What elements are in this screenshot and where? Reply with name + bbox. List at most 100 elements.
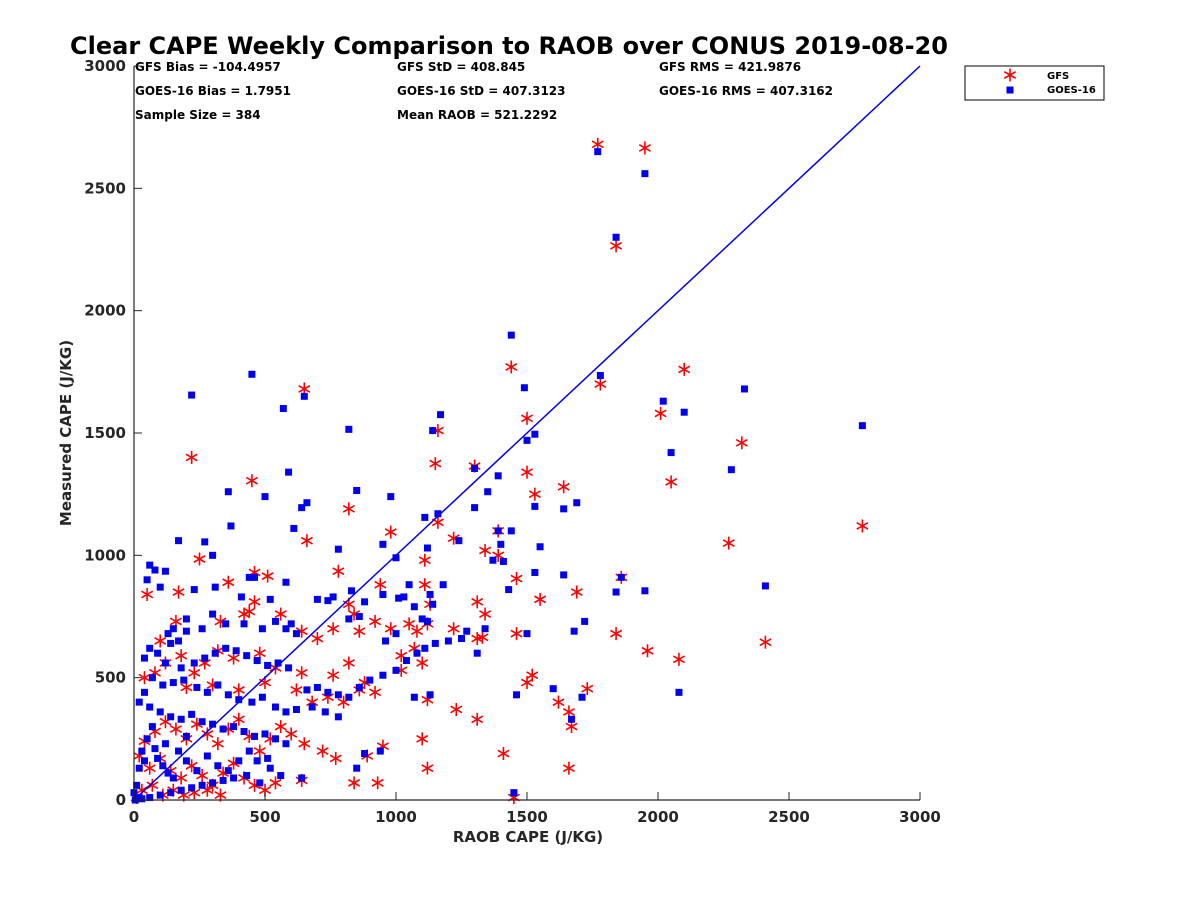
goes16-point bbox=[667, 449, 675, 457]
goes16-point bbox=[235, 696, 243, 704]
goes16-point bbox=[274, 659, 282, 667]
gfs-point bbox=[141, 587, 154, 601]
gfs-point bbox=[369, 614, 382, 628]
x-tick-label: 500 bbox=[249, 808, 280, 826]
gfs-point bbox=[211, 737, 224, 751]
goes16-point bbox=[148, 674, 156, 682]
goes16-point bbox=[209, 779, 217, 787]
goes16-point bbox=[161, 659, 169, 667]
goes16-point bbox=[279, 405, 287, 413]
goes16-point bbox=[287, 620, 295, 628]
goes16-point bbox=[182, 732, 190, 740]
data-points bbox=[130, 137, 869, 805]
goes16-point bbox=[298, 504, 306, 512]
goes16-point bbox=[245, 747, 253, 755]
goes16-point bbox=[138, 747, 146, 755]
legend-goes16-marker bbox=[1006, 86, 1014, 94]
goes16-point bbox=[266, 764, 274, 772]
gfs-point bbox=[311, 632, 324, 646]
goes16-point bbox=[243, 772, 251, 780]
goes16-point bbox=[473, 649, 481, 657]
goes16-point bbox=[224, 767, 232, 775]
goes16-point bbox=[494, 472, 502, 480]
gfs-point bbox=[232, 683, 245, 697]
goes16-point bbox=[271, 735, 279, 743]
gfs-point bbox=[528, 487, 541, 501]
goes16-point bbox=[536, 543, 544, 551]
gfs-point bbox=[222, 575, 235, 589]
goes16-point bbox=[175, 637, 183, 645]
goes16-point bbox=[413, 649, 421, 657]
gfs-point bbox=[253, 744, 266, 758]
goes16-point bbox=[167, 789, 175, 797]
goes16-point bbox=[581, 617, 589, 625]
goes16-point bbox=[376, 747, 384, 755]
goes16-point bbox=[573, 499, 581, 507]
goes16-point bbox=[481, 625, 489, 633]
goes16-point bbox=[156, 583, 164, 591]
goes16-point bbox=[675, 688, 683, 696]
legend: GFS GOES-16 bbox=[964, 65, 1105, 101]
gfs-point bbox=[570, 585, 583, 599]
gfs-point bbox=[638, 141, 651, 155]
goes16-point bbox=[455, 537, 463, 545]
goes16-point bbox=[209, 720, 217, 728]
goes16-point bbox=[138, 795, 146, 803]
legend-gfs-marker bbox=[1003, 68, 1017, 82]
goes16-point bbox=[578, 693, 586, 701]
goes16-point bbox=[405, 581, 413, 589]
goes16-point bbox=[245, 573, 253, 581]
goes16-point bbox=[230, 723, 238, 731]
goes16-point bbox=[219, 776, 227, 784]
goes16-point bbox=[334, 713, 342, 721]
goes16-point bbox=[177, 715, 185, 723]
x-tick-label: 0 bbox=[129, 808, 139, 826]
goes16-point bbox=[523, 630, 531, 638]
gfs-point bbox=[479, 607, 492, 621]
goes16-point bbox=[641, 170, 649, 178]
goes16-point bbox=[227, 522, 235, 530]
goes16-point bbox=[596, 372, 604, 380]
goes16-point bbox=[235, 757, 243, 765]
goes16-point bbox=[182, 757, 190, 765]
goes16-point bbox=[156, 791, 164, 799]
goes16-point bbox=[133, 781, 141, 789]
goes16-point bbox=[169, 679, 177, 687]
goes16-point bbox=[292, 630, 300, 638]
goes16-point bbox=[271, 703, 279, 711]
goes16-point bbox=[277, 772, 285, 780]
goes16-point bbox=[146, 644, 154, 652]
goes16-point bbox=[146, 794, 154, 802]
goes16-point bbox=[298, 774, 306, 782]
goes16-point bbox=[392, 666, 400, 674]
gfs-point bbox=[403, 617, 416, 631]
goes16-point bbox=[740, 385, 748, 393]
goes16-point bbox=[423, 617, 431, 625]
goes16-point bbox=[151, 566, 159, 574]
goes16-point bbox=[434, 510, 442, 518]
gfs-point bbox=[172, 585, 185, 599]
gfs-point bbox=[665, 475, 678, 489]
gfs-point bbox=[476, 630, 489, 644]
gfs-point bbox=[169, 722, 182, 736]
goes16-point bbox=[159, 681, 167, 689]
gfs-point bbox=[316, 744, 329, 758]
goes16-point bbox=[494, 527, 502, 535]
gfs-point bbox=[175, 771, 188, 785]
legend-box bbox=[964, 65, 1105, 101]
goes16-point bbox=[531, 568, 539, 576]
goes16-point bbox=[188, 784, 196, 792]
gfs-point bbox=[371, 776, 384, 790]
gfs-point bbox=[759, 635, 772, 649]
gfs-point bbox=[641, 644, 654, 658]
goes16-point bbox=[253, 757, 261, 765]
goes16-point bbox=[313, 683, 321, 691]
gfs-point bbox=[534, 592, 547, 606]
gfs-point bbox=[138, 671, 151, 685]
goes16-point bbox=[240, 727, 248, 735]
goes16-point bbox=[201, 538, 209, 546]
goes16-point bbox=[439, 581, 447, 589]
goes16-point bbox=[230, 774, 238, 782]
gfs-point bbox=[201, 727, 214, 741]
sample-size-stat: Sample Size = 384 bbox=[135, 108, 261, 122]
